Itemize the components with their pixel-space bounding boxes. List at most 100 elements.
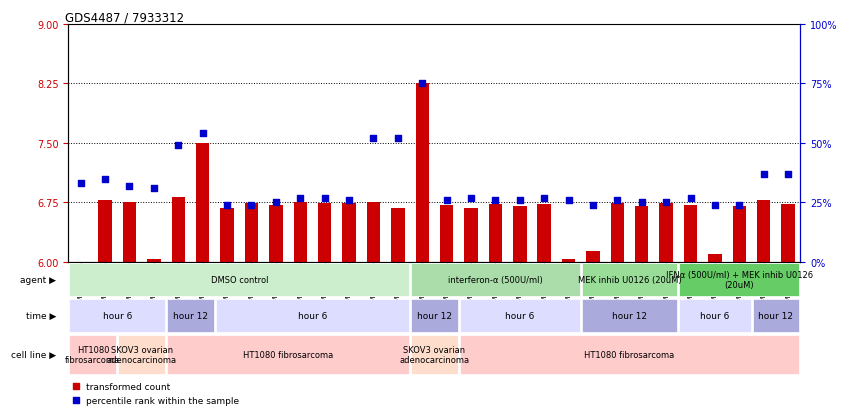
Text: GDS4487 / 7933312: GDS4487 / 7933312: [65, 12, 184, 25]
Bar: [586, 251, 600, 262]
Text: SKOV3 ovarian
adenocarcinoma: SKOV3 ovarian adenocarcinoma: [107, 346, 176, 364]
Bar: [708, 254, 722, 262]
Point: [147, 185, 161, 192]
Point: [464, 195, 478, 202]
Point: [684, 195, 698, 202]
Bar: [342, 204, 356, 262]
Point: [586, 202, 600, 209]
Bar: [171, 197, 185, 262]
Point: [513, 197, 526, 204]
Bar: [69, 299, 165, 332]
Bar: [411, 299, 458, 332]
Point: [635, 199, 649, 206]
Bar: [167, 335, 409, 375]
Text: hour 12: hour 12: [758, 311, 794, 320]
Text: cell line ▶: cell line ▶: [11, 350, 56, 359]
Point: [69, 397, 83, 404]
Point: [708, 202, 722, 209]
Text: interferon-α (500U/ml): interferon-α (500U/ml): [448, 275, 543, 285]
Text: hour 6: hour 6: [298, 311, 327, 320]
Bar: [513, 207, 526, 262]
Point: [782, 171, 795, 178]
Bar: [69, 335, 116, 375]
Text: HT1080
fibrosarcoma: HT1080 fibrosarcoma: [65, 346, 121, 364]
Point: [69, 383, 83, 389]
Bar: [733, 207, 746, 262]
Bar: [269, 205, 282, 262]
Bar: [122, 202, 136, 262]
Point: [659, 199, 673, 206]
Bar: [167, 299, 214, 332]
Point: [538, 195, 551, 202]
Bar: [684, 205, 698, 262]
Bar: [411, 335, 458, 375]
Point: [366, 135, 380, 142]
Point: [415, 81, 429, 88]
Bar: [680, 263, 800, 297]
Bar: [98, 201, 112, 262]
Bar: [659, 204, 673, 262]
Text: IFNα (500U/ml) + MEK inhib U0126
(20uM): IFNα (500U/ml) + MEK inhib U0126 (20uM): [666, 271, 813, 290]
Text: hour 12: hour 12: [417, 311, 452, 320]
Point: [294, 195, 307, 202]
Point: [757, 171, 770, 178]
Bar: [460, 335, 800, 375]
Bar: [216, 299, 409, 332]
Point: [342, 197, 356, 204]
Point: [391, 135, 405, 142]
Bar: [752, 299, 800, 332]
Bar: [411, 263, 580, 297]
Text: hour 6: hour 6: [505, 311, 534, 320]
Bar: [147, 259, 161, 262]
Text: agent ▶: agent ▶: [21, 275, 56, 285]
Bar: [118, 335, 165, 375]
Bar: [440, 205, 454, 262]
Text: hour 6: hour 6: [103, 311, 132, 320]
Text: percentile rank within the sample: percentile rank within the sample: [86, 396, 239, 405]
Bar: [294, 203, 307, 262]
Bar: [69, 263, 409, 297]
Point: [733, 202, 746, 209]
Bar: [610, 204, 624, 262]
Text: DMSO control: DMSO control: [211, 275, 268, 285]
Text: HT1080 fibrosarcoma: HT1080 fibrosarcoma: [585, 350, 675, 359]
Point: [245, 202, 259, 209]
Point: [610, 197, 624, 204]
Bar: [460, 299, 580, 332]
Bar: [464, 209, 478, 262]
Bar: [757, 201, 770, 262]
Point: [171, 142, 185, 149]
Bar: [680, 299, 751, 332]
Bar: [196, 144, 210, 262]
Bar: [489, 204, 502, 262]
Bar: [220, 209, 234, 262]
Text: transformed count: transformed count: [86, 382, 169, 391]
Text: hour 12: hour 12: [173, 311, 208, 320]
Bar: [582, 263, 677, 297]
Point: [98, 176, 112, 183]
Point: [220, 202, 234, 209]
Bar: [782, 204, 795, 262]
Bar: [635, 206, 649, 262]
Bar: [582, 299, 677, 332]
Point: [196, 131, 210, 138]
Text: MEK inhib U0126 (20uM): MEK inhib U0126 (20uM): [578, 275, 681, 285]
Text: time ▶: time ▶: [26, 311, 56, 320]
Point: [74, 180, 87, 187]
Text: SKOV3 ovarian
adenocarcinoma: SKOV3 ovarian adenocarcinoma: [400, 346, 469, 364]
Point: [269, 199, 282, 206]
Bar: [538, 204, 551, 262]
Point: [440, 197, 454, 204]
Bar: [415, 84, 429, 262]
Point: [122, 183, 136, 190]
Point: [318, 195, 331, 202]
Point: [489, 197, 502, 204]
Bar: [245, 204, 259, 262]
Bar: [318, 204, 331, 262]
Text: hour 12: hour 12: [612, 311, 647, 320]
Bar: [391, 209, 405, 262]
Bar: [366, 203, 380, 262]
Point: [562, 197, 575, 204]
Text: HT1080 fibrosarcoma: HT1080 fibrosarcoma: [243, 350, 333, 359]
Bar: [562, 259, 575, 262]
